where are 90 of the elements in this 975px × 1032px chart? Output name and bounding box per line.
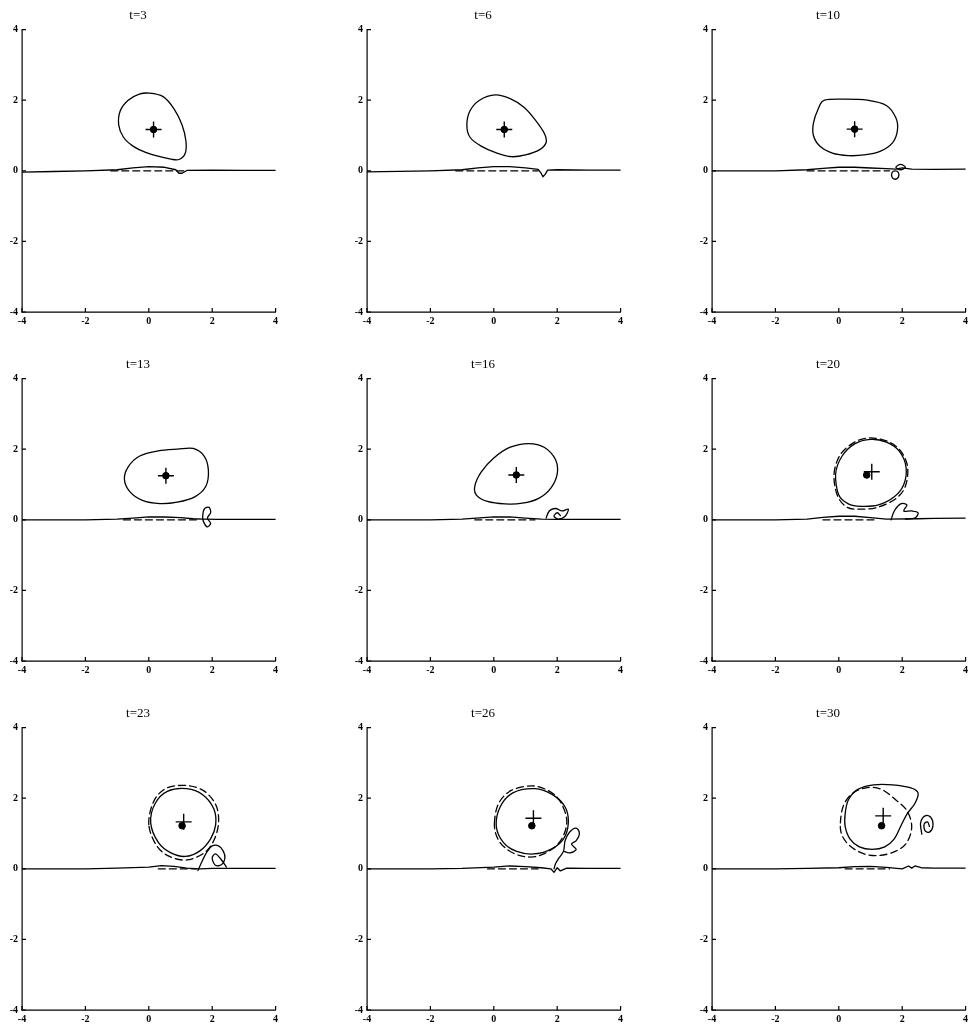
y-tick-label: -2 <box>9 234 18 246</box>
x-tick-label: 2 <box>209 1012 215 1024</box>
x-tick-label: 4 <box>618 1012 624 1024</box>
x-tick-label: 0 <box>836 1012 842 1024</box>
y-tick-label: 2 <box>13 442 18 454</box>
y-tick-label: 0 <box>358 513 363 525</box>
chart-title: t=23 <box>126 705 150 721</box>
y-tick-label: 4 <box>358 721 363 733</box>
chart-title: t=3 <box>129 7 147 23</box>
y-tick-label: 2 <box>358 791 363 803</box>
x-tick-label: 2 <box>899 314 905 326</box>
x-tick-label: -2 <box>426 663 435 675</box>
y-tick-label: -2 <box>9 932 18 944</box>
x-tick-label: -2 <box>426 1012 435 1024</box>
x-tick-label: 4 <box>963 314 969 326</box>
y-tick-label: -4 <box>699 305 708 317</box>
x-tick-label: 2 <box>899 1012 905 1024</box>
y-tick-label: 4 <box>703 721 708 733</box>
y-tick-label: 0 <box>358 862 363 874</box>
x-tick-label: -2 <box>771 663 780 675</box>
y-tick-label: 0 <box>703 862 708 874</box>
x-tick-label: 4 <box>618 314 624 326</box>
chart-title: t=16 <box>471 356 496 372</box>
x-tick-label: 2 <box>554 663 560 675</box>
x-tick-label: 0 <box>491 1012 497 1024</box>
x-tick-label: -2 <box>81 663 90 675</box>
x-tick-label: 2 <box>554 1012 560 1024</box>
x-tick-label: -2 <box>81 314 90 326</box>
x-tick-label: 2 <box>899 663 905 675</box>
x-tick-label: 4 <box>963 663 969 675</box>
x-tick-label: 4 <box>963 1012 969 1024</box>
y-tick-label: 2 <box>703 791 708 803</box>
y-tick-label: -4 <box>9 654 18 666</box>
y-tick-label: 0 <box>703 164 708 176</box>
x-tick-label: 0 <box>146 663 152 675</box>
y-tick-label: 2 <box>703 442 708 454</box>
x-tick-label: 0 <box>146 1012 152 1024</box>
x-tick-label: -2 <box>81 1012 90 1024</box>
x-tick-label: -2 <box>771 314 780 326</box>
y-tick-label: -2 <box>354 234 363 246</box>
y-tick-label: 4 <box>703 23 708 35</box>
chart-title: t=13 <box>126 356 150 372</box>
x-tick-label: 0 <box>836 663 842 675</box>
x-tick-label: 2 <box>209 663 215 675</box>
y-tick-label: 2 <box>703 93 708 105</box>
y-tick-label: 4 <box>13 721 18 733</box>
y-tick-label: 2 <box>358 93 363 105</box>
x-tick-label: 2 <box>209 314 215 326</box>
x-tick-label: 0 <box>836 314 842 326</box>
y-tick-label: 4 <box>703 372 708 384</box>
y-tick-label: 0 <box>13 513 18 525</box>
chart-title: t=30 <box>816 705 840 721</box>
x-tick-label: 0 <box>146 314 152 326</box>
x-tick-label: 0 <box>491 663 497 675</box>
y-tick-label: -4 <box>354 1003 363 1015</box>
y-tick-label: 4 <box>13 23 18 35</box>
y-tick-label: -2 <box>9 583 18 595</box>
x-tick-label: 4 <box>273 1012 279 1024</box>
y-tick-label: 2 <box>13 791 18 803</box>
chart-title: t=26 <box>471 705 496 721</box>
y-tick-label: -2 <box>699 932 708 944</box>
y-tick-label: -2 <box>354 932 363 944</box>
y-tick-label: 2 <box>13 93 18 105</box>
y-tick-label: -4 <box>9 1003 18 1015</box>
y-tick-label: 2 <box>358 442 363 454</box>
chart-title: t=10 <box>816 7 840 23</box>
y-tick-label: 4 <box>358 372 363 384</box>
y-tick-label: -4 <box>9 305 18 317</box>
chart-title: t=6 <box>474 7 493 23</box>
y-tick-label: 0 <box>703 513 708 525</box>
y-tick-label: 4 <box>358 23 363 35</box>
x-tick-label: -2 <box>771 1012 780 1024</box>
y-tick-label: -2 <box>699 583 708 595</box>
x-tick-label: 4 <box>273 314 279 326</box>
x-tick-label: -2 <box>426 314 435 326</box>
x-tick-label: 4 <box>618 663 624 675</box>
y-tick-label: 4 <box>13 372 18 384</box>
x-tick-label: 4 <box>273 663 279 675</box>
y-tick-label: -4 <box>699 1003 708 1015</box>
y-tick-label: 0 <box>13 164 18 176</box>
y-tick-label: -4 <box>699 654 708 666</box>
chart-title: t=20 <box>816 356 840 372</box>
x-tick-label: 2 <box>554 314 560 326</box>
x-tick-label: 0 <box>491 314 497 326</box>
y-tick-label: 0 <box>13 862 18 874</box>
y-tick-label: -2 <box>354 583 363 595</box>
y-tick-label: -4 <box>354 654 363 666</box>
y-tick-label: -2 <box>699 234 708 246</box>
y-tick-label: 0 <box>358 164 363 176</box>
y-tick-label: -4 <box>354 305 363 317</box>
